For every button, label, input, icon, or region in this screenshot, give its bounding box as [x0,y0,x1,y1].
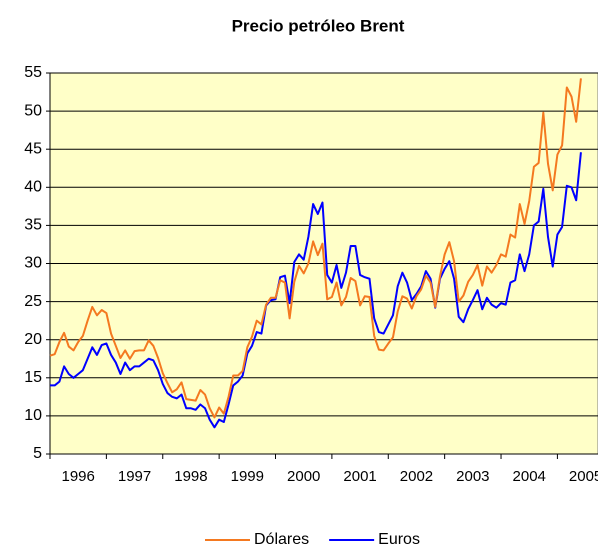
y-tick-label: 30 [24,255,42,272]
y-tick-label: 55 [24,64,42,81]
x-tick-label: 2000 [287,468,320,485]
x-tick-label: 2001 [343,468,376,485]
series-line [50,152,582,429]
y-tick-label: 35 [24,217,42,234]
x-tick-label: 1997 [118,468,151,485]
y-tick-label: 15 [24,369,42,386]
y-tick-label: 40 [24,179,42,196]
x-tick-label: 1999 [231,468,264,485]
x-tick-label: 2005 [569,468,598,485]
y-tick-label: 50 [24,102,42,119]
series-line [49,78,582,419]
x-tick-label: 1996 [62,468,95,485]
legend-label: Euros [378,531,420,547]
x-tick-label: 2004 [513,468,546,485]
x-tick-label: 1998 [174,468,207,485]
y-tick-label: 10 [24,407,42,424]
y-tick-label: 45 [24,140,42,157]
chart-title: Precio petróleo Brent [232,16,405,35]
legend-label: Dólares [254,531,309,547]
y-tick-label: 5 [33,445,42,462]
x-tick-label: 2003 [456,468,489,485]
y-tick-label: 25 [24,293,42,310]
y-tick-label: 20 [24,331,42,348]
x-tick-label: 2002 [400,468,433,485]
